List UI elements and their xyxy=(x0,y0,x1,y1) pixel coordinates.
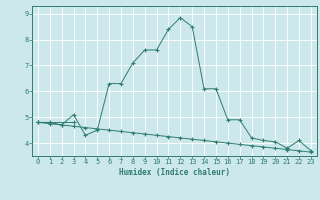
X-axis label: Humidex (Indice chaleur): Humidex (Indice chaleur) xyxy=(119,168,230,177)
